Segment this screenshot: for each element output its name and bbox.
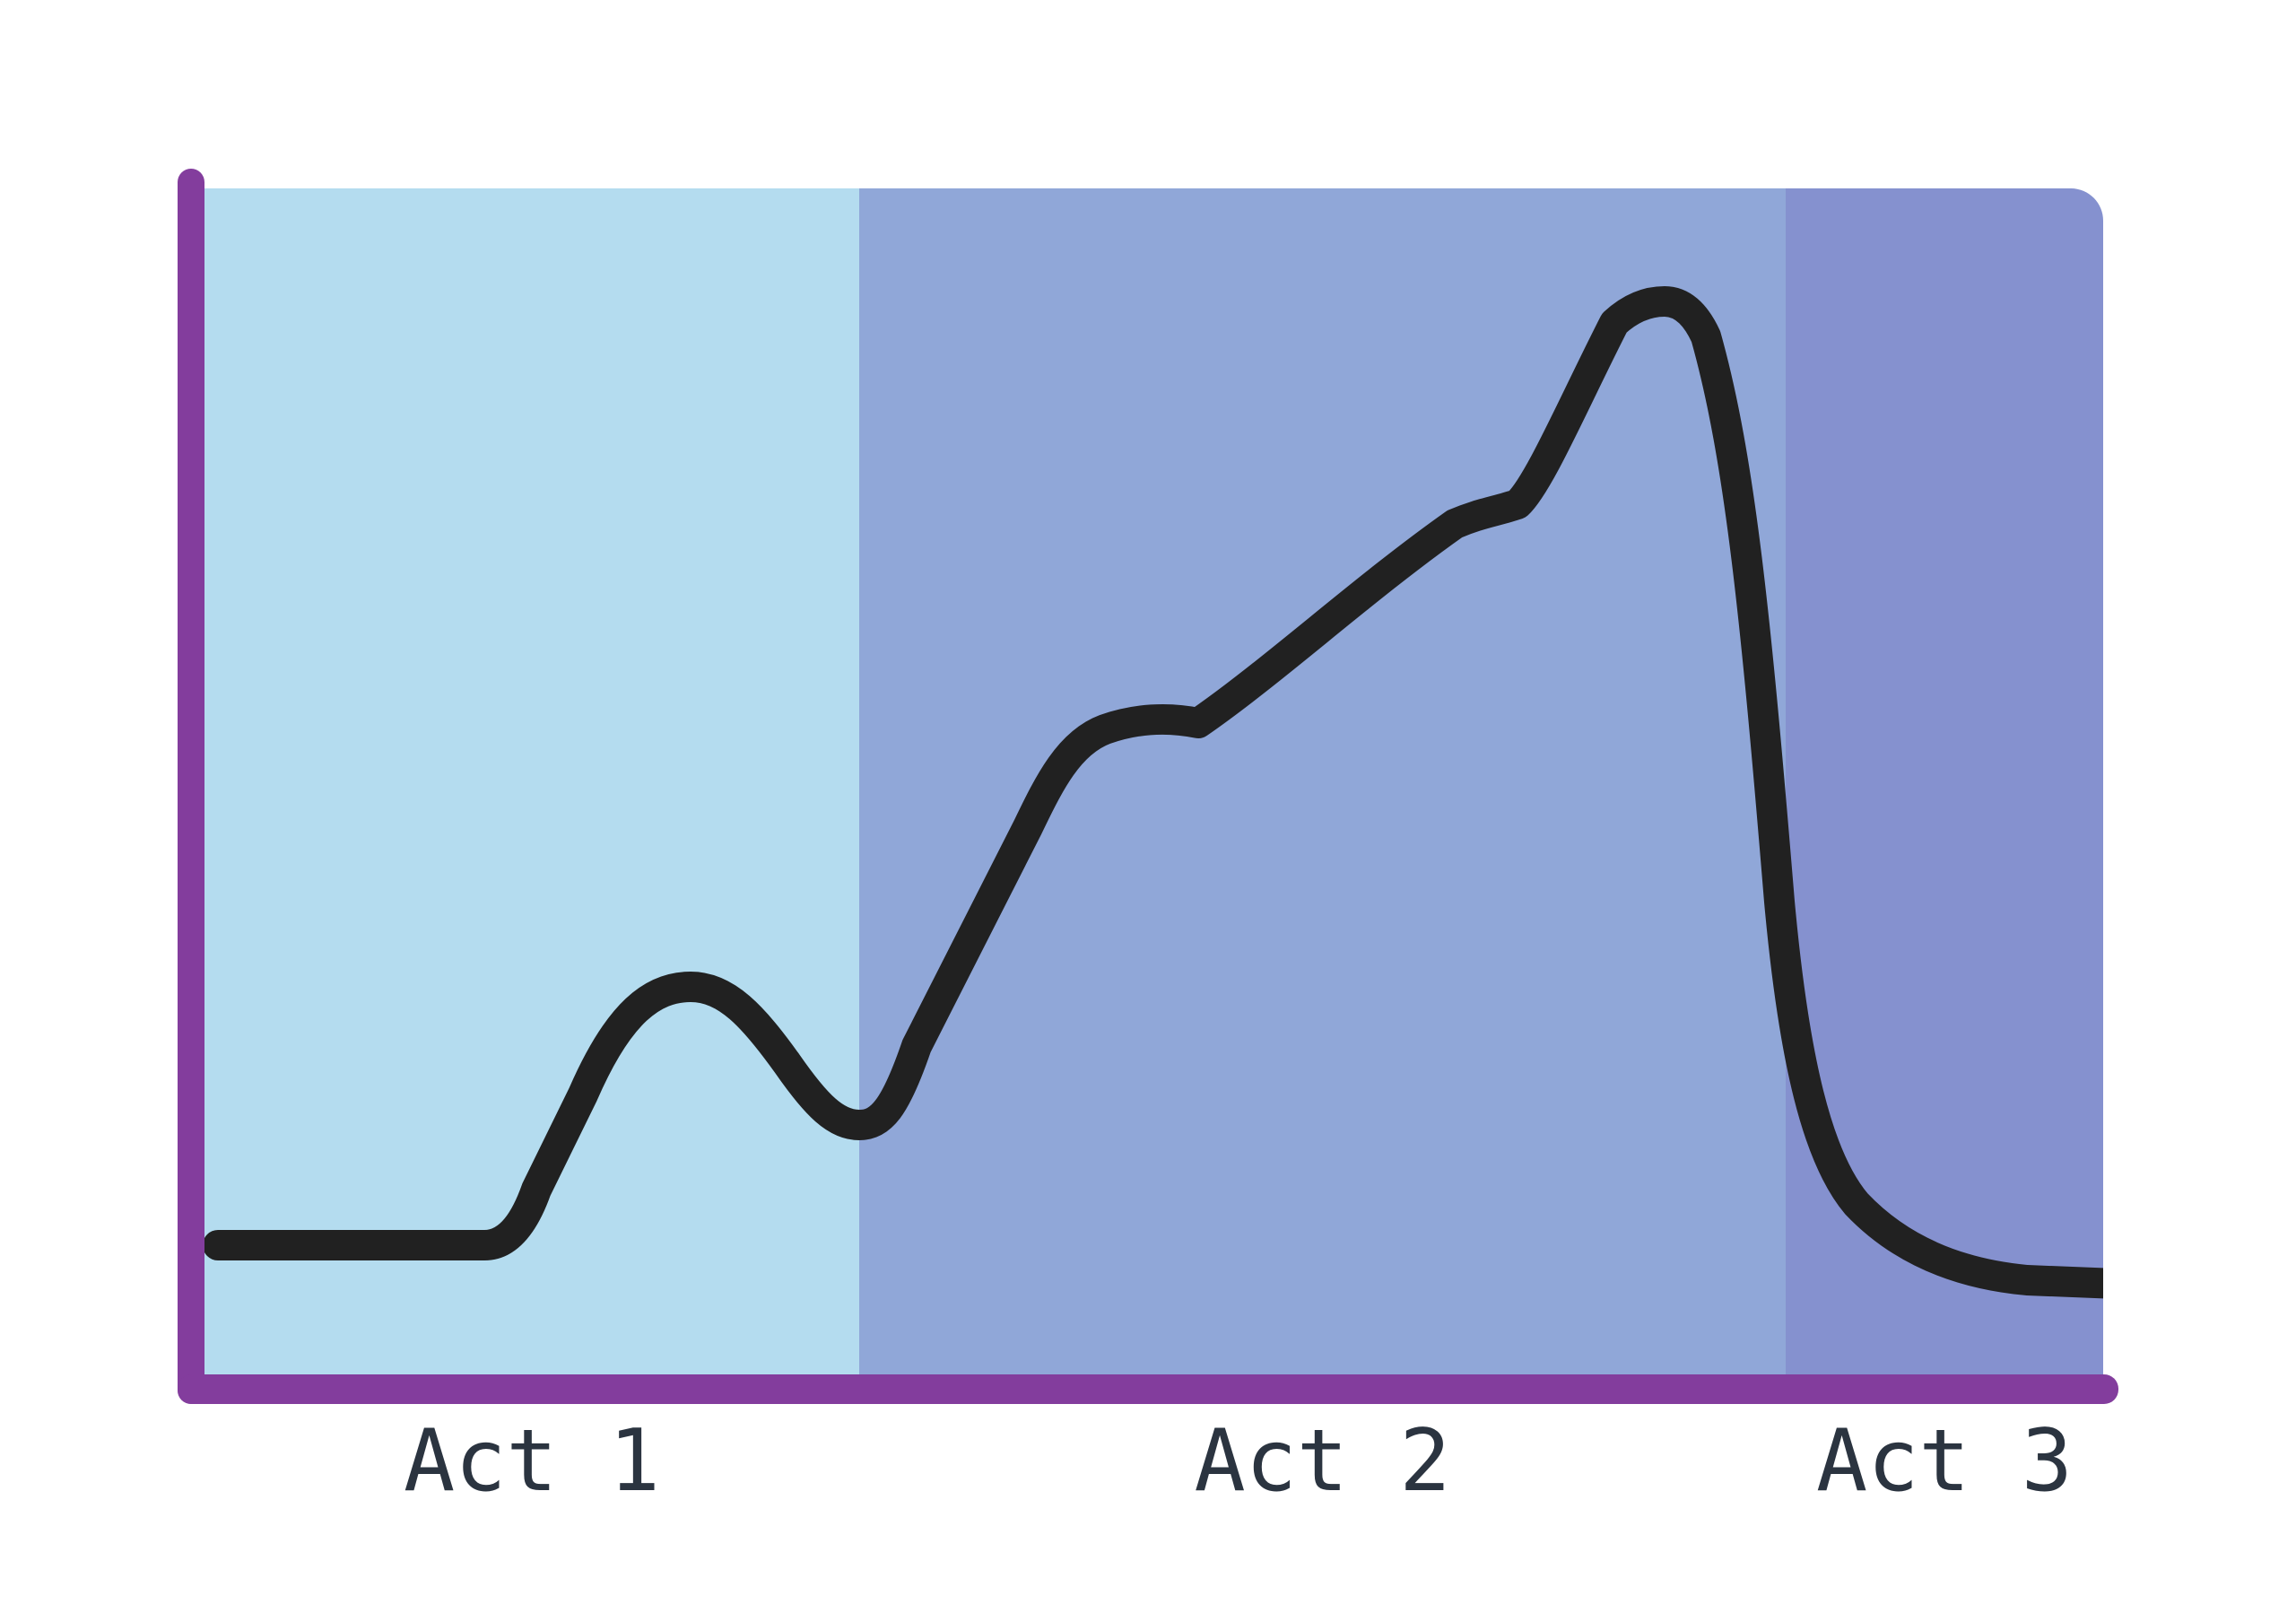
y-axis-bar (178, 169, 204, 1404)
x-axis-bar (178, 1374, 2118, 1404)
act1-band (204, 188, 859, 1374)
act3-label: Act 3 (1816, 1412, 2073, 1511)
act2-band (859, 188, 1786, 1374)
act3-band (1786, 188, 2103, 1374)
act2-label: Act 2 (1194, 1412, 1451, 1511)
act1-label: Act 1 (404, 1412, 660, 1511)
